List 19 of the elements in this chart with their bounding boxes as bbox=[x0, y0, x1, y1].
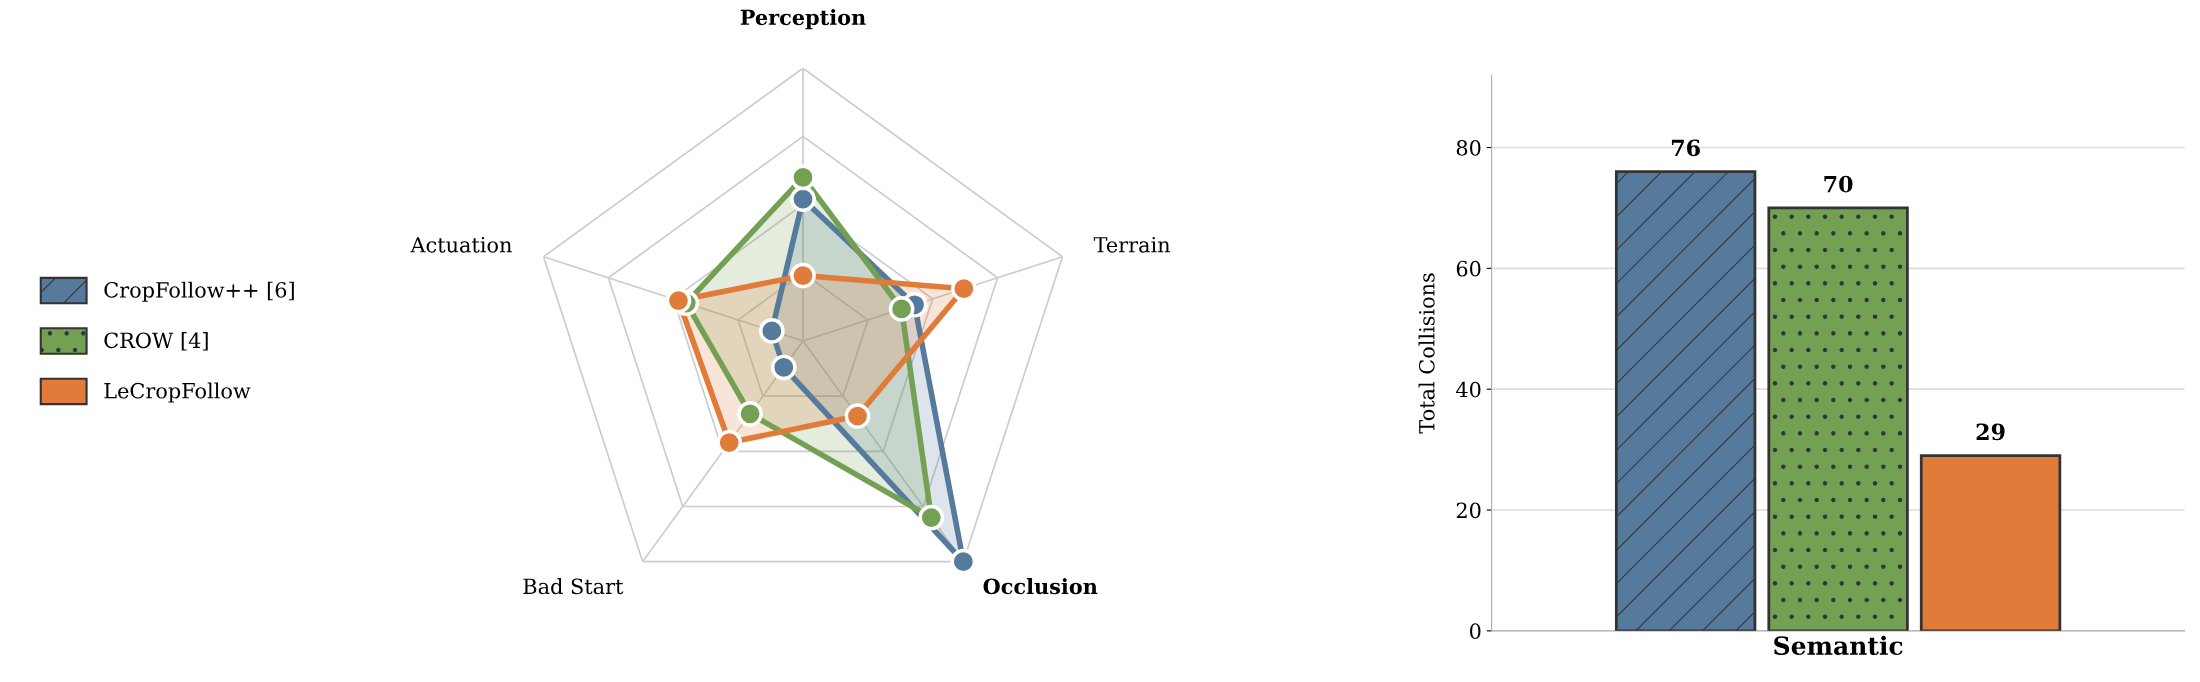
bar bbox=[1919, 454, 2062, 631]
spoke-label: Bad Start bbox=[523, 578, 624, 595]
y-tick-label: 0 bbox=[1470, 623, 1481, 640]
data-label: 29 bbox=[1976, 423, 2005, 441]
y-tick-label: 80 bbox=[1456, 139, 1481, 156]
y-axis-title: Total Collisions bbox=[1418, 273, 1435, 434]
y-tick-label: 40 bbox=[1456, 381, 1481, 398]
y-tick-label: 20 bbox=[1456, 502, 1481, 519]
spoke-label: Occlusion bbox=[983, 578, 1098, 595]
spoke-label: Terrain bbox=[1093, 237, 1171, 253]
spoke-label: Perception bbox=[740, 9, 866, 30]
legend-label: CropFollow++ [6] bbox=[104, 281, 294, 302]
data-label: 76 bbox=[1671, 139, 1700, 157]
spoke-label: Actuation bbox=[410, 237, 512, 253]
legend-label: CROW [4] bbox=[104, 332, 208, 351]
legend-label: LeCropFollow bbox=[104, 382, 251, 403]
y-tick-label: 60 bbox=[1456, 260, 1481, 277]
x-tick-label: Semantic bbox=[1774, 635, 1903, 656]
data-label: 70 bbox=[1824, 175, 1853, 193]
